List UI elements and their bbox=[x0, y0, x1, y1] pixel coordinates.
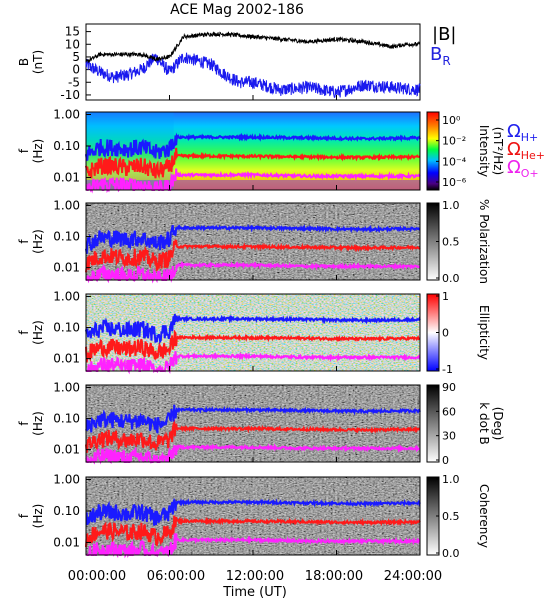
chart-title: ACE Mag 2002-186 bbox=[170, 2, 304, 18]
y-axis-label: (Hz) bbox=[31, 411, 45, 436]
o-gyrofrequency-line bbox=[85, 260, 421, 284]
y-axis-label: (Hz) bbox=[31, 504, 45, 529]
colorbar-tick-label: 0.0 bbox=[442, 547, 460, 560]
y-tick-label: 0.10 bbox=[53, 412, 80, 426]
colorbar-tick-label: 90 bbox=[442, 381, 456, 394]
colorbar-label: Coherency bbox=[477, 484, 491, 548]
spectral-panel-coherency: 1.00 0.10 0.01 f (Hz) 1.0 0.5 0.0 Coherency bbox=[17, 472, 491, 560]
colorbar-label: Intensity bbox=[477, 125, 491, 177]
y-tick-label: 0.01 bbox=[53, 352, 80, 366]
o-gyrofrequency-line bbox=[86, 351, 421, 375]
colorbar bbox=[426, 384, 440, 463]
colorbar-tick-label: 10⁻⁶ bbox=[442, 176, 467, 189]
colorbar-tick-label: 60 bbox=[442, 405, 456, 418]
colorbar-label: (Deg) bbox=[491, 407, 505, 441]
spectral-panel-kdotb: 1.00 0.10 0.01 f (Hz) 90 60 30 0 k dot B (Deg) bbox=[17, 380, 505, 467]
colorbar-tick-label: 30 bbox=[442, 430, 456, 443]
colorbar-tick-label: 0.5 bbox=[442, 236, 460, 249]
he-gyrofrequency-line bbox=[85, 329, 421, 363]
o-gyrofrequency-line bbox=[85, 443, 421, 465]
colorbar-label: k dot B bbox=[477, 402, 491, 444]
colorbar-tick-label: 1.0 bbox=[442, 199, 460, 212]
he-gyrofrequency-line bbox=[85, 147, 421, 179]
br-series-line bbox=[85, 52, 421, 98]
x-tick-label: 12:00:00 bbox=[226, 569, 284, 584]
spectral-panel-ellipticity: 1.00 0.10 0.01 f (Hz) 1 0 -1 Ellipticity bbox=[17, 289, 491, 376]
colorbar-tick-label: 0 bbox=[442, 327, 449, 340]
y-axis-label: f bbox=[17, 239, 31, 244]
o-gyrofrequency-line bbox=[85, 533, 421, 559]
y-axis-label: f bbox=[17, 330, 31, 335]
he-gyrofrequency-line bbox=[85, 419, 421, 454]
colorbar-tick-label: 10⁰ bbox=[442, 114, 461, 127]
y-axis-label: B bbox=[17, 58, 31, 66]
colorbar-tick-label: 0 bbox=[442, 454, 449, 467]
y-tick-label: 1.00 bbox=[53, 198, 80, 212]
y-tick-label: 0.10 bbox=[53, 230, 80, 244]
h-gyrofrequency-line bbox=[85, 132, 421, 162]
colorbar-tick-label: 10⁻² bbox=[442, 135, 466, 148]
colorbar bbox=[426, 111, 440, 191]
y-tick-label: 0.10 bbox=[53, 321, 80, 335]
y-tick-label: 5 bbox=[72, 50, 80, 64]
o-gyrofrequency-line bbox=[85, 168, 421, 194]
y-axis-label: f bbox=[17, 513, 31, 518]
y-tick-label: 1.00 bbox=[53, 472, 80, 486]
y-tick-label: -10 bbox=[60, 88, 80, 102]
y-axis-label: f bbox=[17, 421, 31, 426]
spectral-panel-intensity: 1.00 0.10 0.01 f (Hz) 10⁰ 10⁻² 10⁻⁴ 10⁻⁶ Intensit… bbox=[17, 107, 505, 194]
y-tick-label: 0.01 bbox=[53, 535, 80, 549]
legend-br: BR bbox=[430, 44, 451, 68]
colorbar-label: % Polarization bbox=[477, 199, 491, 284]
y-axis-label: f bbox=[17, 148, 31, 153]
y-axis-label: (nT) bbox=[31, 50, 45, 74]
y-tick-label: 0.10 bbox=[53, 504, 80, 518]
h-gyrofrequency-line bbox=[85, 313, 421, 345]
y-tick-label: 1.00 bbox=[53, 380, 80, 394]
x-tick-label: 18:00:00 bbox=[305, 569, 363, 584]
colorbar-tick-label: 1 bbox=[442, 290, 449, 303]
colorbar-tick-label: 0.5 bbox=[442, 510, 460, 523]
h-gyrofrequency-line bbox=[85, 497, 421, 526]
y-tick-label: 1.00 bbox=[53, 289, 80, 303]
h-gyrofrequency-line bbox=[85, 223, 421, 255]
y-tick-label: 0.01 bbox=[53, 443, 80, 457]
he-gyrofrequency-line bbox=[85, 515, 421, 548]
y-axis-label: (Hz) bbox=[31, 320, 45, 345]
colorbar-tick-label: -1 bbox=[442, 363, 453, 376]
y-tick-label: 0.01 bbox=[53, 170, 80, 184]
colorbar-tick-label: 1.0 bbox=[442, 473, 460, 486]
legend-b-magnitude: |B| bbox=[432, 24, 456, 45]
colorbar-tick-label: 10⁻⁴ bbox=[442, 155, 467, 168]
spectral-panel-polarization: 1.00 0.10 0.01 f (Hz) 1.0 0.5 0.0 % Polarization bbox=[17, 198, 491, 285]
y-tick-label: 0.10 bbox=[53, 139, 80, 153]
x-tick-label: 24:00:00 bbox=[384, 569, 442, 584]
y-tick-label: 0 bbox=[72, 63, 80, 77]
y-axis-label: (Hz) bbox=[31, 139, 45, 164]
colorbar-label: Ellipticity bbox=[477, 305, 491, 360]
x-tick-label: 00:00:00 bbox=[68, 569, 126, 584]
colorbar-tick-label: 0.0 bbox=[442, 272, 460, 285]
y-tick-label: 1.00 bbox=[53, 107, 80, 121]
y-tick-label: -5 bbox=[68, 75, 80, 89]
x-axis-label: Time (UT) bbox=[222, 585, 287, 600]
h-gyrofrequency-line bbox=[85, 404, 421, 434]
y-tick-label: 0.01 bbox=[53, 261, 80, 275]
y-tick-label: 10 bbox=[65, 37, 80, 51]
colorbar-label: (nT²/Hz) bbox=[491, 127, 505, 175]
he-gyrofrequency-line bbox=[85, 239, 421, 273]
x-tick-label: 06:00:00 bbox=[147, 569, 205, 584]
b-magnitude-series-line bbox=[85, 31, 421, 63]
y-axis-label: (Hz) bbox=[31, 229, 45, 254]
y-tick-label: 15 bbox=[65, 25, 80, 39]
